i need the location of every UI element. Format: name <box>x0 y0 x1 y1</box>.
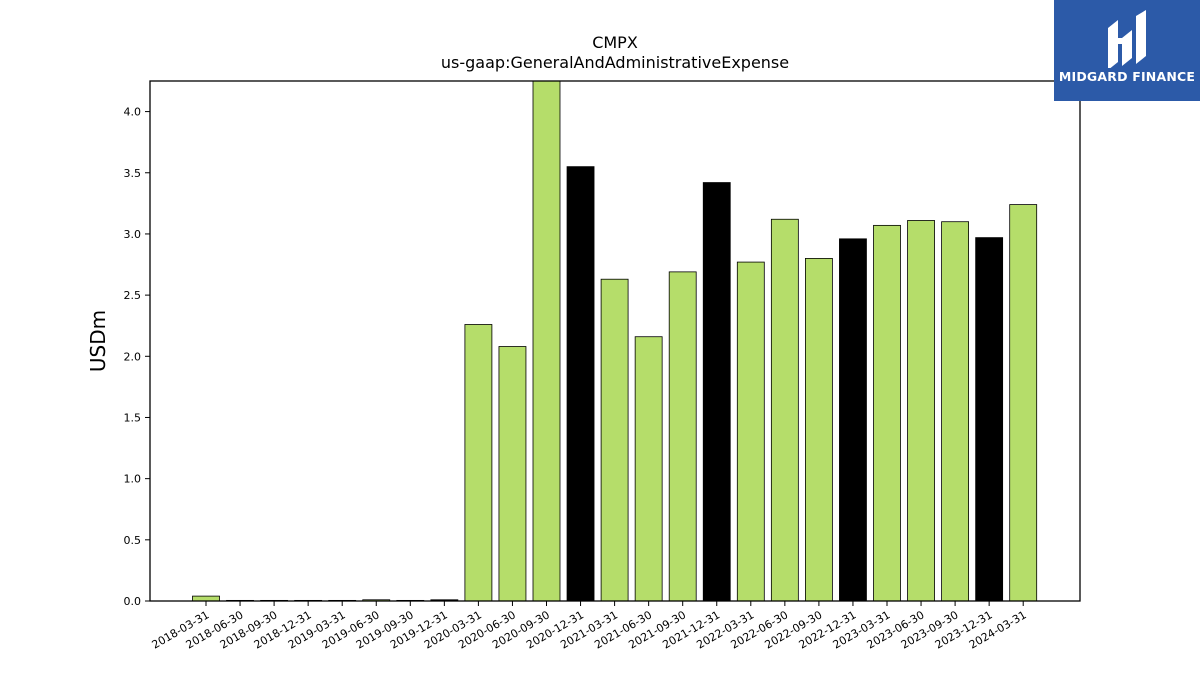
y-tick-label: 2.5 <box>124 289 142 302</box>
bar-2024-03-31 <box>1009 204 1038 602</box>
bar-2021-12-31 <box>702 182 731 602</box>
bar-2022-06-30 <box>770 218 799 602</box>
chart-subtitle: us-gaap:GeneralAndAdministrativeExpense <box>441 53 789 72</box>
bar-2023-12-31 <box>975 237 1004 602</box>
logo-mark-icon <box>1108 10 1146 68</box>
y-tick-label: 1.0 <box>124 473 142 486</box>
bar-2021-03-31 <box>600 278 629 602</box>
bar-2018-03-31 <box>192 595 220 602</box>
midgard-finance-logo: MIDGARD FINANCE <box>1054 0 1200 101</box>
bar-2020-12-31 <box>566 166 595 602</box>
bar-2023-09-30 <box>941 221 969 602</box>
y-tick-label: 0.0 <box>124 595 142 608</box>
bar-2020-03-31 <box>464 324 493 602</box>
bar-2020-06-30 <box>498 346 527 602</box>
bar-2023-03-31 <box>873 224 901 602</box>
y-tick-label: 4.0 <box>124 106 142 119</box>
plot-frame <box>149 80 1081 602</box>
bar-2022-03-31 <box>736 261 765 602</box>
y-axis-label: USDm <box>86 310 110 372</box>
y-tick-label: 2.0 <box>124 350 142 363</box>
bar-2022-09-30 <box>805 258 833 602</box>
bar-2022-12-31 <box>839 238 867 602</box>
bar-2020-09-30 <box>532 80 561 602</box>
y-tick-label: 1.5 <box>124 411 142 424</box>
y-tick-label: 0.5 <box>124 534 142 547</box>
bar-2021-09-30 <box>668 271 697 602</box>
bar-2023-06-30 <box>907 220 935 602</box>
logo-text: MIDGARD FINANCE <box>1058 69 1196 84</box>
bar-2021-06-30 <box>634 336 663 602</box>
y-tick-label: 3.0 <box>124 228 142 241</box>
y-tick-label: 3.5 <box>124 167 142 180</box>
chart-title: CMPX <box>592 33 638 52</box>
